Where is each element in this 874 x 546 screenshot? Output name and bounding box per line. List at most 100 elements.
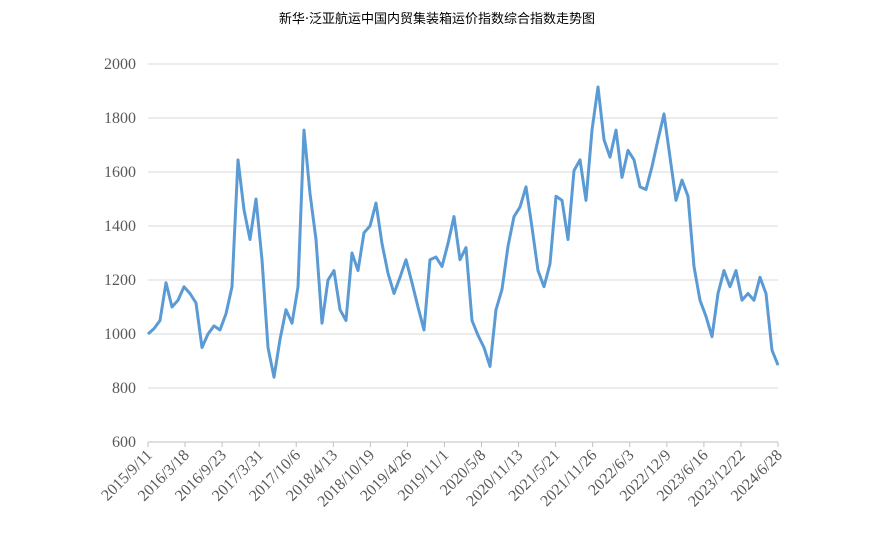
data-point [213,325,215,327]
data-point [237,159,239,161]
data-point [495,309,497,311]
data-point [429,259,431,261]
data-point [765,293,767,294]
data-point [693,266,695,267]
data-point [339,309,341,311]
data-point [663,113,665,115]
data-point [579,159,581,161]
data-point [615,129,617,131]
x-axis: 2015/9/112016/3/182016/9/232017/3/312017… [98,442,786,510]
data-point [537,270,539,272]
data-point [633,159,635,161]
data-point [417,306,419,308]
data-point [369,225,371,227]
data-point [279,338,281,340]
data-point [303,129,305,131]
data-point [261,259,263,261]
series-line-group [146,85,780,379]
data-point [741,299,743,301]
data-point [195,302,197,304]
data-point [705,315,707,317]
data-point [273,376,275,378]
data-point [699,299,701,301]
data-point [549,263,551,265]
data-point [393,293,395,294]
data-point [243,209,245,211]
data-point [543,286,545,288]
data-point [753,299,755,301]
data-point [153,328,155,330]
series-line [146,85,780,379]
data-point [639,186,641,188]
data-point [711,336,713,338]
data-point [525,186,527,188]
data-point [717,293,719,294]
data-point [627,149,629,151]
data-point [147,333,149,335]
data-point [771,349,773,351]
data-point [591,129,593,131]
data-point [387,272,389,274]
data-point [681,179,683,181]
data-point [177,299,179,301]
data-point [567,239,569,240]
data-point [411,282,413,284]
data-point [465,247,467,249]
data-point [621,176,623,178]
data-point [501,288,503,290]
data-point [747,293,749,294]
data-point [357,270,359,272]
data-point [471,320,473,321]
data-point [231,286,233,288]
y-tick-label: 1400 [104,218,136,235]
y-tick-label: 1000 [104,326,136,343]
data-point [171,306,173,308]
data-point [423,329,425,331]
data-point [381,243,383,245]
data-point [675,199,677,201]
data-point [441,266,443,267]
data-point [735,270,737,272]
data-point [513,216,515,218]
data-point [255,198,257,200]
data-point [405,259,407,261]
y-tick-label: 2000 [104,56,136,73]
data-point [315,239,317,240]
data-point [723,270,725,272]
data-point [597,86,599,88]
data-point [603,139,605,141]
data-point [297,286,299,288]
data-point [375,202,377,204]
y-tick-label: 1600 [104,164,136,181]
data-point [453,216,455,218]
data-point [201,347,203,348]
data-point [669,156,671,158]
data-point [519,206,521,208]
data-point [573,170,575,172]
data-point [459,259,461,261]
data-point [321,322,323,324]
data-point [291,322,293,324]
data-point [483,347,485,348]
data-point [309,193,311,195]
data-point [651,166,653,168]
y-tick-label: 800 [112,380,136,397]
y-axis-ticks: 600 800 1000 1200 1400 1600 1800 2000 [104,56,136,451]
data-point [447,243,449,245]
data-point [657,139,659,141]
data-point [327,279,329,281]
data-point [489,365,491,367]
data-point [345,320,347,321]
data-point [189,293,191,294]
data-point [249,239,251,240]
data-point [333,270,335,272]
data-point [207,333,209,335]
data-point [531,226,533,228]
data-point [363,232,365,234]
data-point [645,189,647,191]
data-point [687,195,689,197]
data-point [219,329,221,331]
chart-title: 新华·泛亚航运中国内贸集装箱运价指数综合指数走势图 [279,11,595,27]
data-point [225,313,227,315]
